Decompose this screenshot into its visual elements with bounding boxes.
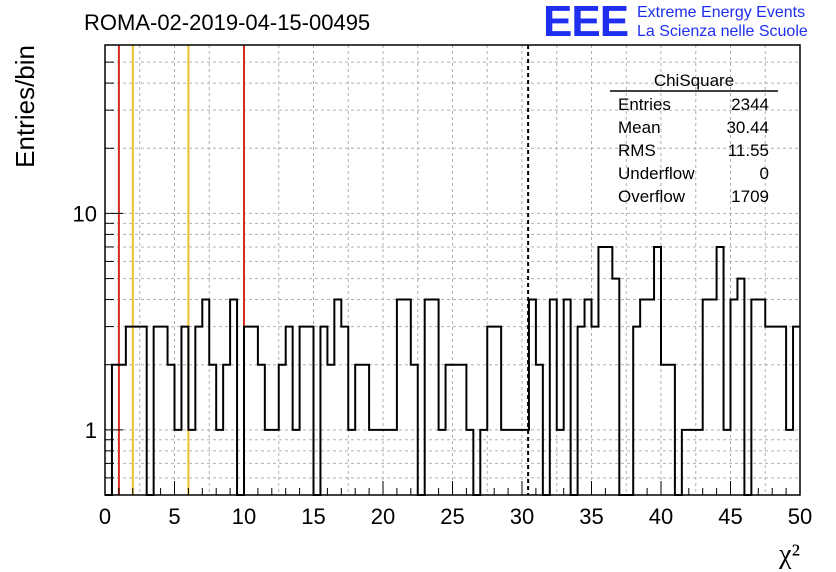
histogram-bin: [529, 300, 536, 495]
histogram-bin: [251, 327, 258, 495]
x-tick-label: 35: [579, 504, 603, 529]
logo-line-2: La Scienza nelle Scuole: [637, 23, 808, 40]
histogram-bin: [307, 327, 314, 495]
histogram-bin: [300, 327, 307, 495]
histogram-bin: [793, 327, 800, 495]
x-tick-label: 15: [301, 504, 325, 529]
stats-row-value: 2344: [731, 95, 769, 114]
histogram-bin: [202, 300, 209, 495]
x-tick-label: 25: [440, 504, 464, 529]
histogram-bin: [751, 300, 758, 495]
histogram-bin: [404, 300, 411, 495]
histogram-bin: [640, 300, 647, 495]
histogram-bin: [154, 327, 161, 495]
histogram-bin: [550, 300, 557, 495]
histogram-bin: [779, 327, 786, 495]
histogram-bin: [578, 327, 585, 495]
stats-row-value: 30.44: [726, 118, 769, 137]
x-axis-label: χ²: [778, 539, 800, 570]
x-tick-label: 5: [168, 504, 180, 529]
histogram-bin: [647, 300, 654, 495]
histogram-bin: [161, 327, 168, 495]
y-tick-label: 10: [73, 201, 97, 226]
x-tick-label: 45: [718, 504, 742, 529]
histogram-bin: [286, 327, 293, 495]
histogram-bin: [633, 327, 640, 495]
y-tick-label: 1: [85, 418, 97, 443]
x-tick-label: 10: [232, 504, 256, 529]
histogram-bin: [703, 300, 710, 495]
stats-row-label: Entries: [618, 95, 671, 114]
chart-title: ROMA-02-2019-04-15-00495: [84, 10, 371, 35]
x-tick-label: 30: [510, 504, 534, 529]
histogram-bin: [598, 247, 605, 495]
histogram-bin: [765, 327, 772, 495]
histogram-bin: [195, 327, 202, 495]
histogram-bin: [710, 300, 717, 495]
histogram-bin: [494, 327, 501, 495]
stats-row-value: 0: [760, 164, 769, 183]
histogram-bin: [320, 327, 327, 495]
stats-row-label: Overflow: [618, 187, 686, 206]
histogram-bin: [244, 327, 251, 495]
stats-row-value: 1709: [731, 187, 769, 206]
histogram-bin: [181, 327, 188, 495]
x-tick-label: 20: [371, 504, 395, 529]
histogram-bin: [731, 300, 738, 495]
histogram-bin: [425, 300, 432, 495]
histogram-bin: [592, 327, 599, 495]
histogram-bin: [341, 327, 348, 495]
histogram-bin: [230, 300, 237, 495]
histogram-bin: [397, 300, 404, 495]
x-tick-label: 0: [99, 504, 111, 529]
stats-row-value: 11.55: [728, 141, 769, 160]
histogram-bin: [612, 279, 619, 495]
histogram-bin: [334, 300, 341, 495]
histogram-bin: [487, 327, 494, 495]
stats-row-label: Underflow: [618, 164, 695, 183]
histogram-bin: [432, 300, 439, 495]
histogram-bin: [133, 327, 140, 495]
histogram-bin: [737, 279, 744, 495]
histogram-bin: [140, 327, 147, 495]
x-tick-label: 50: [788, 504, 812, 529]
histogram-bin: [126, 327, 133, 495]
y-axis-label: Entries/bin: [10, 45, 40, 168]
logo-line-1: Extreme Energy Events: [637, 4, 806, 21]
x-tick-label: 40: [649, 504, 673, 529]
histogram-bin: [585, 300, 592, 495]
histogram-bin: [605, 247, 612, 495]
stats-box-name: ChiSquare: [654, 71, 734, 90]
histogram-bin: [717, 247, 724, 495]
histogram-bin: [772, 327, 779, 495]
histogram-bin: [564, 300, 571, 495]
histogram-bin: [654, 247, 661, 495]
stats-row-label: RMS: [618, 141, 656, 160]
stats-row-label: Mean: [618, 118, 661, 137]
eee-logo: EEE: [543, 0, 629, 46]
histogram-bin: [758, 300, 765, 495]
